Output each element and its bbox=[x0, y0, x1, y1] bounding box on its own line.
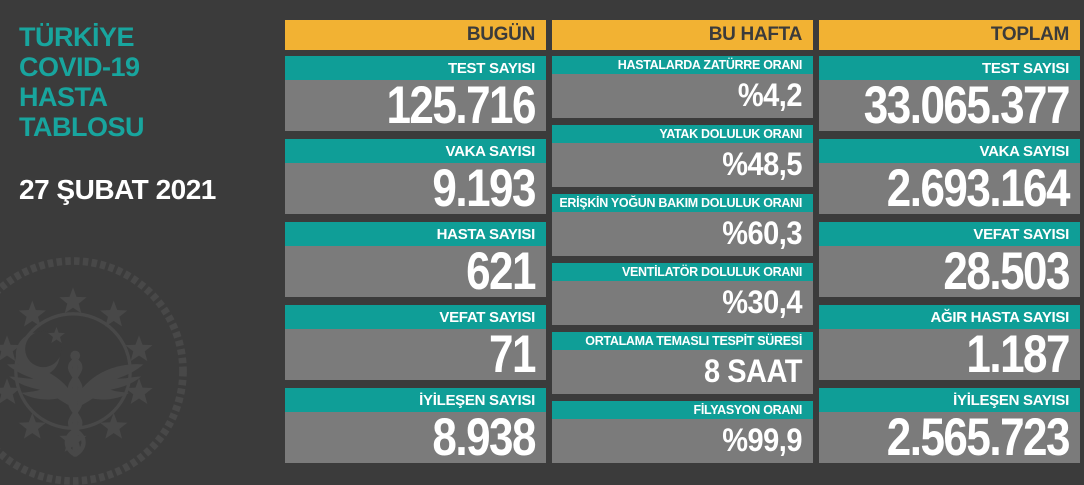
stat-block-severe-patients-total: AĞIR HASTA SAYISI 1.187 bbox=[819, 305, 1080, 383]
stat-label: HASTALARDA ZATÜRRE ORANI bbox=[552, 56, 813, 74]
column-header-today: BUGÜN bbox=[285, 20, 546, 50]
title-line-3: HASTA bbox=[19, 82, 108, 112]
column-header-total: TOPLAM bbox=[819, 20, 1080, 50]
stat-value-text: 8.938 bbox=[432, 407, 536, 467]
stat-label: ERİŞKİN YOĞUN BAKIM DOLULUK ORANI bbox=[552, 194, 813, 212]
stat-label: TEST SAYISI bbox=[819, 56, 1080, 80]
stat-value: 2.565.723 bbox=[819, 408, 1080, 466]
stat-value: 8 SAAT bbox=[552, 350, 813, 394]
stat-value: 2.693.164 bbox=[819, 159, 1080, 217]
stat-block-contact-detection-time: ORTALAMA TEMASLI TESPİT SÜRESİ 8 SAAT bbox=[552, 332, 813, 394]
stat-value-text: 8 SAAT bbox=[704, 353, 802, 390]
stat-value-text: 71 bbox=[489, 324, 536, 384]
stat-value-text: %4,2 bbox=[737, 77, 803, 114]
stat-block-recovered-total: İYİLEŞEN SAYISI 2.565.723 bbox=[819, 388, 1080, 466]
stat-block-ventilator-occupancy: VENTİLATÖR DOLULUK ORANI %30,4 bbox=[552, 263, 813, 325]
stat-label: FİLYASYON ORANI bbox=[552, 401, 813, 419]
stat-label: VEFAT SAYISI bbox=[819, 222, 1080, 246]
stat-value: %48,5 bbox=[552, 143, 813, 187]
stat-label: İYİLEŞEN SAYISI bbox=[285, 388, 546, 412]
stat-label: TEST SAYISI bbox=[285, 56, 546, 80]
stat-value-text: %30,4 bbox=[722, 284, 802, 321]
stat-value: %60,3 bbox=[552, 212, 813, 256]
stat-value-text: %99,9 bbox=[722, 422, 802, 459]
stat-label: VENTİLATÖR DOLULUK ORANI bbox=[552, 263, 813, 281]
stat-block-pneumonia-rate: HASTALARDA ZATÜRRE ORANI %4,2 bbox=[552, 56, 813, 118]
stat-block-icu-occupancy: ERİŞKİN YOĞUN BAKIM DOLULUK ORANI %60,3 bbox=[552, 194, 813, 256]
stat-value: 9.193 bbox=[285, 159, 546, 217]
stat-label: VEFAT SAYISI bbox=[285, 305, 546, 329]
stat-block-test-today: TEST SAYISI 125.716 bbox=[285, 56, 546, 134]
stat-value-text: 2.693.164 bbox=[886, 158, 1071, 218]
report-date: 27 ŞUBAT 2021 bbox=[19, 174, 216, 205]
left-panel: TÜRKİYE COVID-19 HASTA TABLOSU 27 ŞUBAT … bbox=[19, 22, 269, 205]
stat-block-cases-today: VAKA SAYISI 9.193 bbox=[285, 139, 546, 217]
title-line-2: COVID-19 bbox=[19, 52, 140, 82]
stat-block-bed-occupancy: YATAK DOLULUK ORANI %48,5 bbox=[552, 125, 813, 187]
stats-board: BUGÜN TEST SAYISI 125.716 VAKA SAYISI 9.… bbox=[285, 20, 1080, 471]
stat-block-deaths-today: VEFAT SAYISI 71 bbox=[285, 305, 546, 383]
stat-value-text: 621 bbox=[466, 241, 536, 301]
stat-value-text: %60,3 bbox=[722, 215, 802, 252]
stat-value-text: 28.503 bbox=[943, 241, 1070, 301]
stat-value: 621 bbox=[285, 242, 546, 300]
stat-value-text: 33.065.377 bbox=[863, 75, 1071, 135]
stat-value: 71 bbox=[285, 325, 546, 383]
stat-value: 28.503 bbox=[819, 242, 1080, 300]
stat-value: %99,9 bbox=[552, 419, 813, 463]
stat-value: %30,4 bbox=[552, 281, 813, 325]
stat-label: ORTALAMA TEMASLI TESPİT SÜRESİ bbox=[552, 332, 813, 350]
stat-value: 125.716 bbox=[285, 76, 546, 134]
page-title: TÜRKİYE COVID-19 HASTA TABLOSU bbox=[19, 22, 269, 142]
column-total: TOPLAM TEST SAYISI 33.065.377 VAKA SAYIS… bbox=[819, 20, 1080, 471]
column-today: BUGÜN TEST SAYISI 125.716 VAKA SAYISI 9.… bbox=[285, 20, 546, 471]
stat-block-recovered-today: İYİLEŞEN SAYISI 8.938 bbox=[285, 388, 546, 466]
stat-block-filiation-rate: FİLYASYON ORANI %99,9 bbox=[552, 401, 813, 463]
stat-label: HASTA SAYISI bbox=[285, 222, 546, 246]
stat-block-patients-today: HASTA SAYISI 621 bbox=[285, 222, 546, 300]
stat-value-text: 9.193 bbox=[432, 158, 536, 218]
stat-label: İYİLEŞEN SAYISI bbox=[819, 388, 1080, 412]
stat-block-cases-total: VAKA SAYISI 2.693.164 bbox=[819, 139, 1080, 217]
stat-label: VAKA SAYISI bbox=[285, 139, 546, 163]
stat-value-text: %48,5 bbox=[722, 146, 802, 183]
stat-value: 33.065.377 bbox=[819, 76, 1080, 134]
stat-label: AĞIR HASTA SAYISI bbox=[819, 305, 1080, 329]
stat-label: VAKA SAYISI bbox=[819, 139, 1080, 163]
column-header-this-week: BU HAFTA bbox=[552, 20, 813, 50]
stat-block-deaths-total: VEFAT SAYISI 28.503 bbox=[819, 222, 1080, 300]
stat-value: 8.938 bbox=[285, 408, 546, 466]
stat-label: YATAK DOLULUK ORANI bbox=[552, 125, 813, 143]
stat-value-text: 125.716 bbox=[386, 75, 536, 135]
stat-value-text: 2.565.723 bbox=[886, 407, 1071, 467]
stat-value: %4,2 bbox=[552, 74, 813, 118]
column-this-week: BU HAFTA HASTALARDA ZATÜRRE ORANI %4,2 Y… bbox=[552, 20, 813, 471]
title-line-4: TABLOSU bbox=[19, 112, 145, 142]
title-line-1: TÜRKİYE bbox=[19, 22, 135, 52]
stat-block-test-total: TEST SAYISI 33.065.377 bbox=[819, 56, 1080, 134]
stat-value-text: 1.187 bbox=[966, 324, 1070, 384]
stat-value: 1.187 bbox=[819, 325, 1080, 383]
health-ministry-emblem-icon bbox=[0, 257, 187, 485]
